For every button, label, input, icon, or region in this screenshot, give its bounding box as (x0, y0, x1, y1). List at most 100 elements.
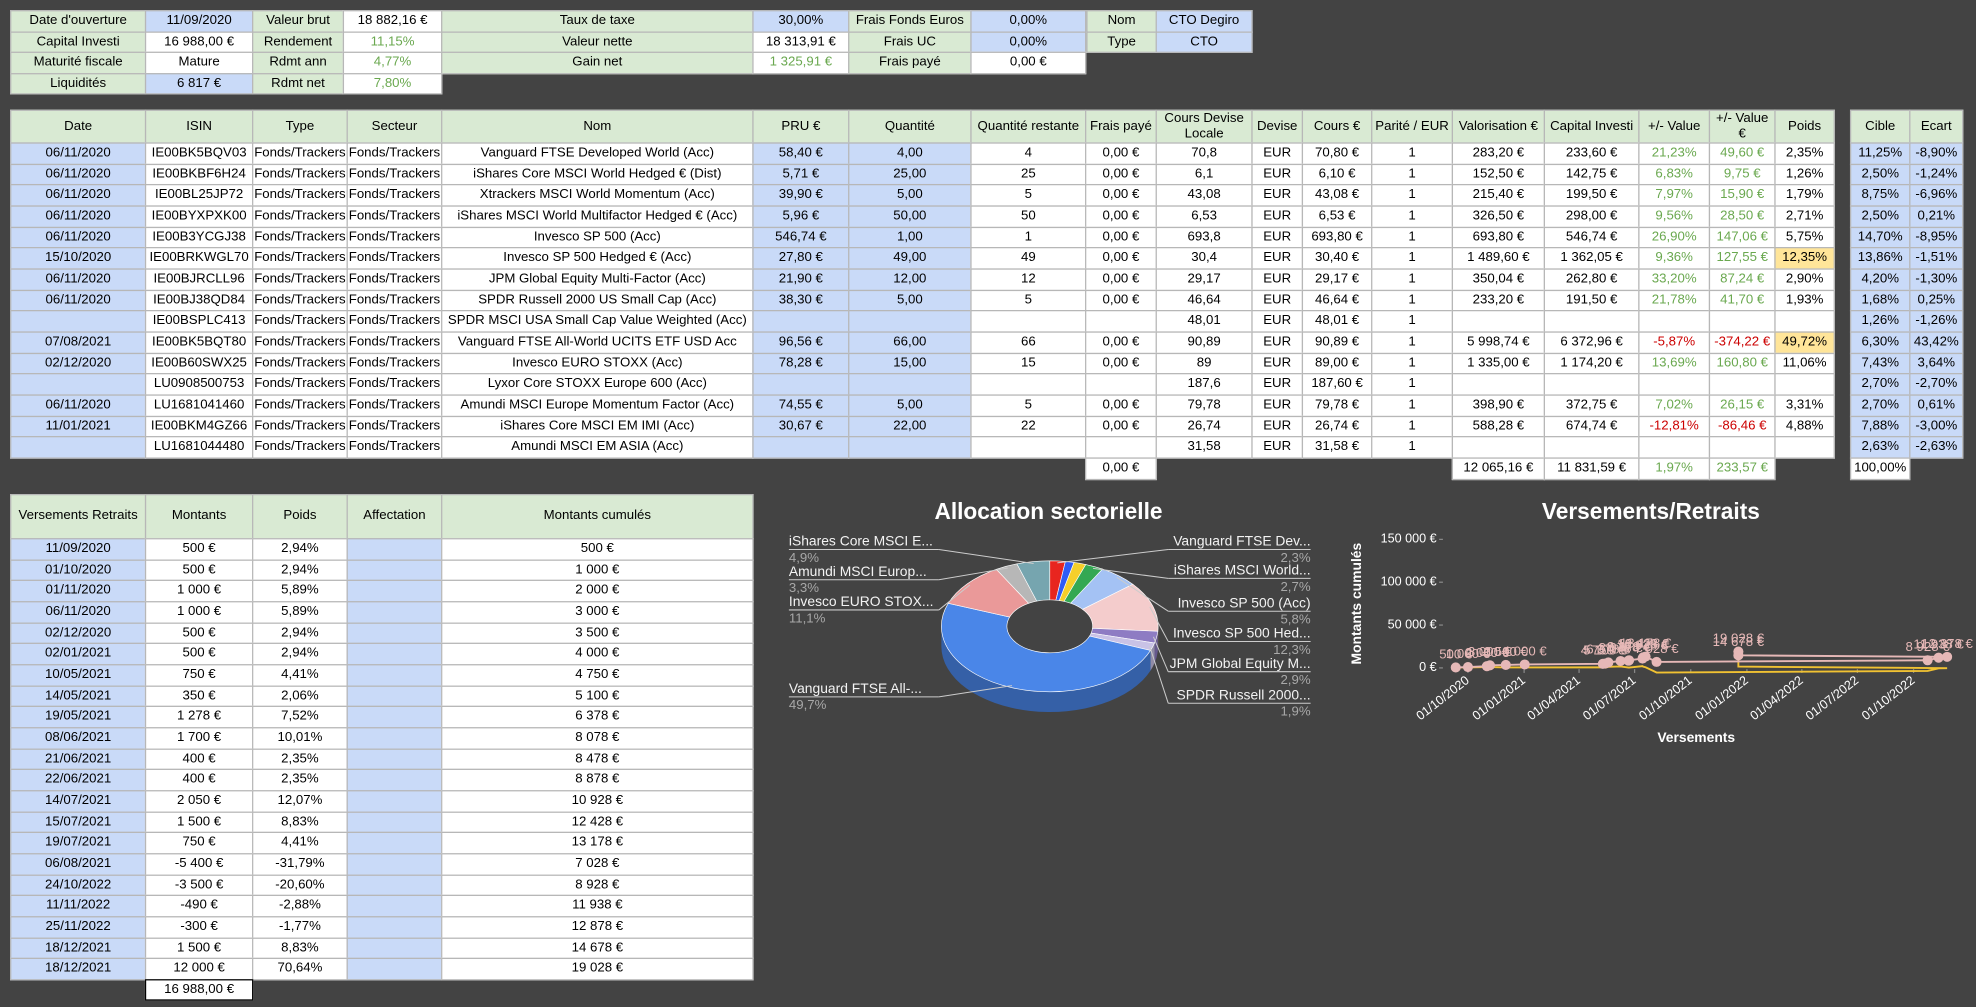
table-cell: Fonds/Trackers (252, 415, 348, 438)
total-cell: 1,97% (1638, 457, 1711, 480)
table-cell: 6,10 € (1301, 163, 1373, 186)
data-point (1651, 656, 1662, 667)
table-cell: 400 € (144, 748, 254, 771)
table-cell: 89,00 € (1301, 352, 1373, 375)
table-cell: Fonds/Trackers (252, 310, 348, 333)
summary-value: 0,00% (970, 10, 1087, 33)
table-cell: Fonds/Trackers (252, 436, 348, 459)
data-point (1933, 652, 1944, 663)
table-cell: 21,23% (1638, 142, 1711, 165)
table-cell: 5 998,74 € (1451, 331, 1546, 354)
data-point (1922, 655, 1933, 666)
table-cell: 588,28 € (1451, 415, 1546, 438)
column-header: Versements Retraits (10, 493, 147, 540)
table-cell: 26,74 (1155, 415, 1253, 438)
table-cell: 5,00 (848, 184, 972, 207)
table-cell: 500 € (144, 643, 254, 666)
table-cell: 22/06/2021 (10, 769, 147, 792)
table-cell: IE00BK5BQT80 (144, 331, 254, 354)
table-cell: 10 928 € (441, 790, 754, 813)
table-cell: EUR (1251, 436, 1304, 459)
data-label: 1 000 € (1446, 646, 1491, 661)
table-cell: Fonds/Trackers (252, 226, 348, 249)
table-cell: 70,64% (252, 958, 348, 981)
data-label: 10 928 € (1617, 637, 1669, 652)
summary-label: Type (1086, 30, 1157, 54)
data-label: 500 € (1439, 646, 1473, 661)
column-header: ISIN (144, 109, 254, 144)
y-tick-label: 50 000 € (1388, 617, 1437, 631)
table-cell: 8 878 € (441, 769, 754, 792)
table-cell: 1,93% (1774, 289, 1835, 312)
slice-label: Invesco SP 500 Hed... (1173, 625, 1311, 641)
table-cell: 06/11/2020 (10, 163, 147, 186)
table-cell: 1 000 € (144, 580, 254, 603)
leader-line (1149, 606, 1169, 642)
data-label: 19 028 € (1713, 630, 1765, 645)
x-axis-title: Versements (1657, 729, 1735, 745)
data-label: 13 178 € (1620, 636, 1672, 651)
table-cell: EUR (1251, 310, 1304, 333)
table-cell: iShares Core MSCI EM IMI (Acc) (441, 415, 754, 438)
x-tick-label: 01/10/2021 (1636, 673, 1694, 723)
table-cell: 07/08/2021 (10, 331, 147, 354)
table-cell: 6 372,96 € (1543, 331, 1640, 354)
data-label: 4 000 € (1503, 643, 1548, 658)
table-cell: 187,6 (1155, 373, 1253, 396)
chart-title: Versements/Retraits (1542, 498, 1760, 524)
data-point (1484, 660, 1495, 671)
summary-value: 0,00 € (970, 51, 1087, 75)
summary-label: Valeur nette (441, 30, 754, 54)
table-cell: 0,00 € (1085, 142, 1157, 165)
column-header: Frais payé (1085, 109, 1157, 144)
table-cell: 70,80 € (1301, 142, 1373, 165)
data-label: 8 928 € (1906, 639, 1951, 654)
slice-side (941, 626, 1151, 713)
x-tick-label: 01/04/2021 (1525, 673, 1583, 723)
table-cell: 06/11/2020 (10, 184, 147, 207)
summary-label: Rdmt ann (252, 51, 345, 75)
table-cell: 90,89 € (1301, 331, 1373, 354)
data-label: 4 750 € (1581, 643, 1626, 658)
series-line (1455, 657, 1948, 674)
table-cell: 14/07/2021 (10, 790, 147, 813)
summary-value: 6 817 € (144, 72, 254, 96)
table-cell: 12,35% (1774, 247, 1835, 270)
total-cell: 233,57 € (1708, 457, 1776, 480)
data-label: 8 078 € (1599, 640, 1644, 655)
table-cell: 25,00 (848, 163, 972, 186)
column-header: Quantité (848, 109, 972, 144)
summary-label: Gain net (441, 51, 754, 75)
leader-line (1057, 548, 1169, 564)
table-cell: 546,74 € (752, 226, 850, 249)
slice-value-label: 4,9% (789, 550, 819, 565)
data-label: 6 378 € (1586, 641, 1631, 656)
y-tick-label: 0 € (1419, 660, 1437, 674)
total-cell: 11 831,59 € (1543, 457, 1640, 480)
data-point (1624, 655, 1635, 666)
data-label: 8 878 € (1607, 639, 1652, 654)
slice-side (1154, 631, 1158, 664)
table-cell: 693,80 € (1451, 226, 1546, 249)
data-point (1450, 662, 1461, 673)
table-cell: EUR (1251, 289, 1304, 312)
table-cell: 1 335,00 € (1451, 352, 1546, 375)
slice-value-label: 3,3% (789, 580, 819, 595)
table-cell: iShares MSCI World Multifactor Hedged € … (441, 205, 754, 228)
column-header: +/- Value (1638, 109, 1711, 144)
table-cell: Fonds/Trackers (252, 247, 348, 270)
table-cell: -2,63% (1909, 436, 1964, 459)
x-tick-label: 01/04/2022 (1747, 673, 1805, 723)
slice-label: iShares Core MSCI E... (789, 533, 933, 549)
table-cell: Fonds/Trackers (252, 331, 348, 354)
table-cell: 43,08 (1155, 184, 1253, 207)
table-cell: 6,53 € (1301, 205, 1373, 228)
table-cell: Fonds/Trackers (346, 310, 443, 333)
table-cell: SPDR Russell 2000 US Small Cap (Acc) (441, 289, 754, 312)
slice-label: Invesco EURO STOX... (789, 593, 934, 609)
table-cell: 147,06 € (1708, 226, 1776, 249)
column-header: Cours Devise Locale (1155, 109, 1253, 144)
data-point (1733, 646, 1744, 657)
table-cell: Invesco SP 500 Hedged € (Acc) (441, 247, 754, 270)
